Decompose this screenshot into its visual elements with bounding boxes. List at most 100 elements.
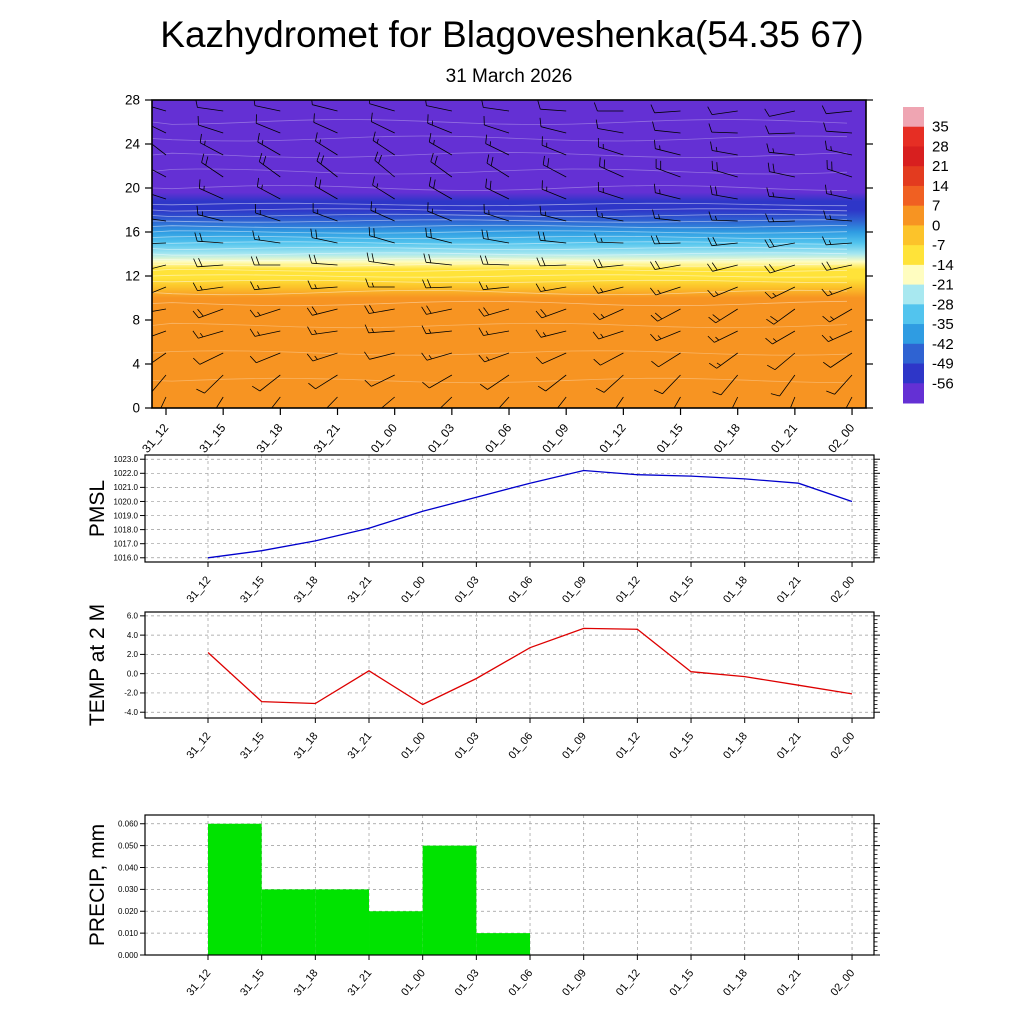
precip-bar bbox=[208, 823, 262, 955]
svg-text:1016.0: 1016.0 bbox=[114, 554, 139, 563]
svg-text:14: 14 bbox=[932, 178, 949, 195]
svg-text:1019.0: 1019.0 bbox=[114, 511, 139, 520]
svg-text:-4.0: -4.0 bbox=[124, 708, 138, 717]
svg-text:12: 12 bbox=[125, 269, 140, 284]
svg-text:0.020: 0.020 bbox=[118, 907, 139, 916]
svg-text:01_09: 01_09 bbox=[539, 421, 571, 456]
svg-text:01_12: 01_12 bbox=[614, 730, 643, 761]
svg-text:0.000: 0.000 bbox=[118, 951, 139, 960]
svg-text:-56: -56 bbox=[932, 375, 954, 392]
svg-text:1023.0: 1023.0 bbox=[114, 455, 139, 464]
svg-text:-28: -28 bbox=[932, 296, 954, 313]
svg-text:-2.0: -2.0 bbox=[124, 689, 138, 698]
svg-text:02_00: 02_00 bbox=[828, 967, 857, 998]
svg-text:31_21: 31_21 bbox=[311, 421, 343, 456]
svg-text:31_18: 31_18 bbox=[292, 967, 321, 998]
svg-text:TEMP at 2 M: TEMP at 2 M bbox=[86, 604, 109, 726]
svg-text:21: 21 bbox=[932, 158, 949, 175]
svg-text:02_00: 02_00 bbox=[828, 574, 857, 605]
svg-text:01_00: 01_00 bbox=[368, 421, 400, 456]
svg-text:4: 4 bbox=[132, 357, 140, 372]
svg-text:35: 35 bbox=[932, 119, 949, 136]
temp-2m-chart: -4.0 -2.0 0.0 2.0 4.0 6.0 31_12 31_15 31_18 31_21… bbox=[86, 604, 880, 761]
precip-bars bbox=[208, 823, 531, 955]
svg-text:16: 16 bbox=[125, 225, 140, 240]
svg-text:01_03: 01_03 bbox=[425, 421, 457, 456]
svg-text:01_12: 01_12 bbox=[614, 967, 643, 998]
svg-text:01_00: 01_00 bbox=[399, 574, 428, 605]
precip-bar bbox=[369, 911, 423, 955]
chart-axes: -4.0 -2.0 0.0 2.0 4.0 6.0 31_12 31_15 31_18 31_21… bbox=[124, 612, 880, 761]
svg-text:-7: -7 bbox=[932, 237, 945, 254]
svg-text:2.0: 2.0 bbox=[127, 650, 139, 659]
svg-text:0.040: 0.040 bbox=[118, 863, 139, 872]
svg-text:-14: -14 bbox=[932, 257, 954, 274]
svg-text:01_06: 01_06 bbox=[506, 967, 535, 998]
svg-text:31_15: 31_15 bbox=[238, 967, 267, 998]
page-title: Kazhydromet for Blagoveshenka(54.35 67) bbox=[160, 14, 864, 55]
svg-text:1020.0: 1020.0 bbox=[114, 497, 139, 506]
svg-text:01_18: 01_18 bbox=[721, 967, 750, 998]
svg-text:0: 0 bbox=[132, 401, 140, 416]
svg-text:01_03: 01_03 bbox=[453, 967, 482, 998]
svg-text:31_21: 31_21 bbox=[345, 967, 374, 998]
chart-frame bbox=[144, 454, 875, 563]
svg-text:01_03: 01_03 bbox=[453, 730, 482, 761]
svg-text:31_12: 31_12 bbox=[139, 421, 171, 456]
svg-text:01_15: 01_15 bbox=[667, 574, 696, 605]
svg-text:01_15: 01_15 bbox=[654, 421, 686, 456]
svg-text:01_00: 01_00 bbox=[399, 730, 428, 761]
svg-text:PMSL: PMSL bbox=[86, 480, 109, 537]
svg-text:31_15: 31_15 bbox=[238, 574, 267, 605]
svg-text:1017.0: 1017.0 bbox=[114, 539, 139, 548]
svg-text:01_06: 01_06 bbox=[506, 730, 535, 761]
svg-text:6.0: 6.0 bbox=[127, 612, 139, 621]
grid-lines bbox=[145, 612, 874, 718]
svg-text:24: 24 bbox=[125, 137, 141, 152]
temp-2m-line bbox=[207, 627, 853, 706]
svg-text:02_00: 02_00 bbox=[825, 421, 857, 456]
svg-text:31_21: 31_21 bbox=[345, 574, 374, 605]
svg-text:1022.0: 1022.0 bbox=[114, 469, 139, 478]
contour-lines bbox=[152, 119, 848, 384]
precip-bar bbox=[315, 889, 370, 955]
svg-text:01_06: 01_06 bbox=[506, 574, 535, 605]
svg-text:31_12: 31_12 bbox=[184, 574, 213, 605]
svg-text:28: 28 bbox=[932, 138, 949, 155]
svg-text:01_18: 01_18 bbox=[711, 421, 743, 456]
chart-subtitle: 31 March 2026 bbox=[445, 66, 573, 87]
svg-text:01_15: 01_15 bbox=[667, 730, 696, 761]
svg-text:4.0: 4.0 bbox=[127, 631, 139, 640]
precip-chart: 0.000 0.010 0.020 0.030 0.040 0.050 0.060 31_12… bbox=[86, 814, 880, 998]
svg-text:0.010: 0.010 bbox=[118, 929, 139, 938]
svg-text:-21: -21 bbox=[932, 277, 954, 294]
svg-text:31_18: 31_18 bbox=[292, 730, 321, 761]
svg-text:31_18: 31_18 bbox=[253, 421, 285, 456]
svg-text:0.050: 0.050 bbox=[118, 841, 139, 850]
svg-text:8: 8 bbox=[132, 313, 140, 328]
svg-text:01_06: 01_06 bbox=[482, 421, 514, 456]
precip-bar bbox=[422, 845, 477, 955]
svg-text:01_09: 01_09 bbox=[560, 730, 589, 761]
svg-text:31_15: 31_15 bbox=[196, 421, 228, 456]
svg-text:01_12: 01_12 bbox=[596, 421, 628, 456]
svg-text:28: 28 bbox=[125, 93, 140, 108]
chart-frame bbox=[144, 611, 875, 719]
svg-text:1018.0: 1018.0 bbox=[114, 525, 139, 534]
svg-text:01_21: 01_21 bbox=[775, 967, 804, 998]
chart-axes: 1016.0 1017.0 1018.0 1019.0 1020.0 1021.0 1022… bbox=[114, 455, 880, 605]
precip-bar bbox=[261, 889, 316, 955]
svg-text:7: 7 bbox=[932, 198, 940, 215]
pmsl-line bbox=[207, 469, 853, 559]
upper-air-panel: 0 4 8 12 16 20 24 28 31_12 31_15 31_18 31_21 01_00 01… bbox=[125, 93, 873, 456]
svg-text:01_18: 01_18 bbox=[721, 730, 750, 761]
svg-text:-49: -49 bbox=[932, 356, 954, 373]
svg-text:1021.0: 1021.0 bbox=[114, 483, 139, 492]
svg-text:01_21: 01_21 bbox=[768, 421, 800, 456]
svg-text:01_09: 01_09 bbox=[560, 574, 589, 605]
svg-text:01_15: 01_15 bbox=[667, 967, 696, 998]
svg-text:PRECIP, mm: PRECIP, mm bbox=[86, 824, 109, 946]
svg-text:31_15: 31_15 bbox=[238, 730, 267, 761]
colorbar: 35 28 21 14 7 0 -7 -14 -21 -28 -35 -42 -49 -56 bbox=[903, 107, 954, 404]
